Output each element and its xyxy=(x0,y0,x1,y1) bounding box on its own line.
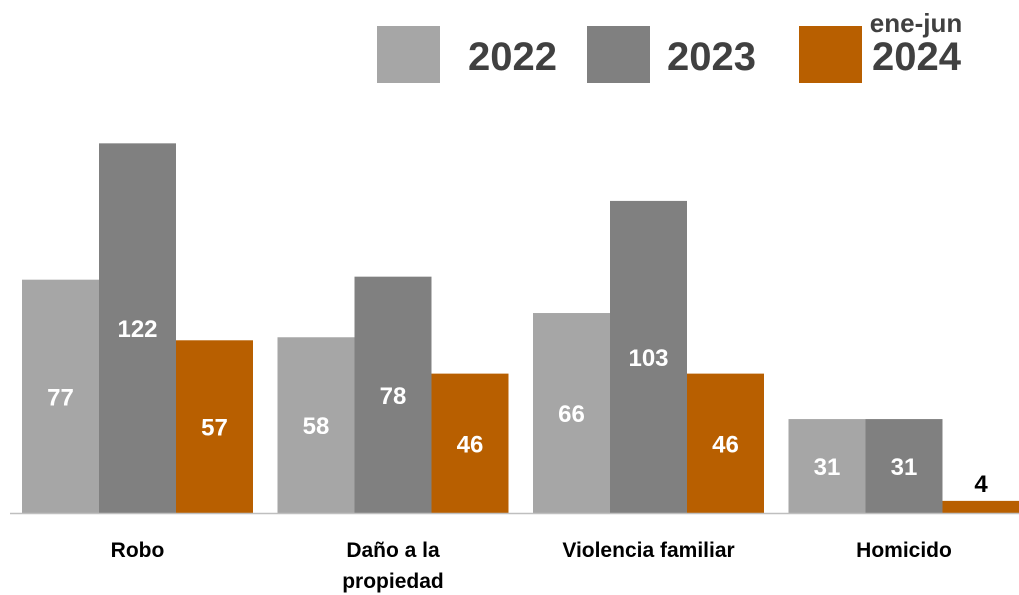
bar-2024-1 xyxy=(176,340,253,513)
bar-2024-3 xyxy=(687,373,764,513)
legend-label-2022: 2022 xyxy=(468,35,557,79)
bar-2022-3 xyxy=(533,313,610,513)
value-label-2022-2: 58 xyxy=(303,413,330,440)
bar-2024-4 xyxy=(942,500,1019,513)
category-label-3: Violencia familiar xyxy=(562,539,734,562)
legend-swatch-2023 xyxy=(587,26,650,83)
bar-2022-1 xyxy=(22,279,99,513)
bar-2022-2 xyxy=(277,337,355,513)
category-labels: Robo Daño a la propiedad Violencia familiar… xyxy=(111,539,952,593)
value-label-2023-2: 78 xyxy=(380,383,407,410)
legend-label-2023: 2023 xyxy=(667,35,756,79)
legend-label-2024: 2024 xyxy=(872,35,962,79)
bar-2024-2 xyxy=(431,373,509,513)
bar-2022-4 xyxy=(788,419,866,513)
value-label-2022-4: 31 xyxy=(814,454,841,481)
bar-2023-4 xyxy=(865,419,943,513)
bar-2023-3 xyxy=(610,200,687,513)
value-label-2023-1: 122 xyxy=(117,316,157,343)
bars: 77 122 57 58 78 46 66 103 46 31 31 4 xyxy=(22,143,1019,513)
value-label-2023-4: 31 xyxy=(891,454,918,481)
value-label-2023-3: 103 xyxy=(628,345,668,372)
value-label-2024-4: 4 xyxy=(974,471,988,498)
legend-swatch-2022 xyxy=(377,26,440,83)
value-label-2024-1: 57 xyxy=(201,415,228,442)
value-label-2022-3: 66 xyxy=(558,401,585,428)
value-label-2024-2: 46 xyxy=(457,431,484,458)
legend-swatch-2024 xyxy=(799,26,862,83)
category-label-4: Homicido xyxy=(856,539,952,562)
value-label-2022-1: 77 xyxy=(47,384,74,411)
category-label-1: Robo xyxy=(111,539,165,562)
value-label-2024-3: 46 xyxy=(712,431,739,458)
bar-2023-1 xyxy=(99,143,176,513)
legend-note-2024: ene-jun xyxy=(870,8,962,38)
bar-2023-2 xyxy=(354,276,432,513)
category-label-2: Daño a la propiedad xyxy=(342,539,444,593)
